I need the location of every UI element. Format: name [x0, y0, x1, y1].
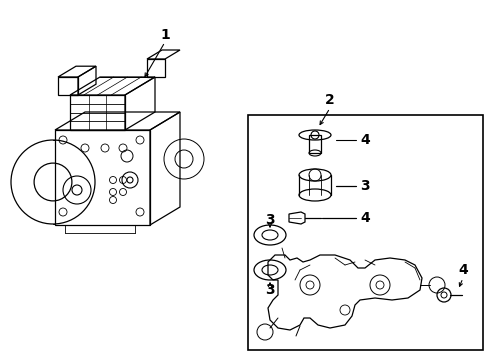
- Text: 3: 3: [264, 283, 274, 297]
- Text: 3: 3: [264, 213, 274, 227]
- Text: 2: 2: [325, 93, 334, 107]
- Text: 4: 4: [359, 133, 369, 147]
- Text: 4: 4: [457, 263, 467, 277]
- Text: 4: 4: [359, 211, 369, 225]
- Bar: [308, 135, 320, 153]
- Text: 1: 1: [160, 28, 169, 42]
- Text: 3: 3: [360, 179, 369, 193]
- Bar: [247, 115, 482, 350]
